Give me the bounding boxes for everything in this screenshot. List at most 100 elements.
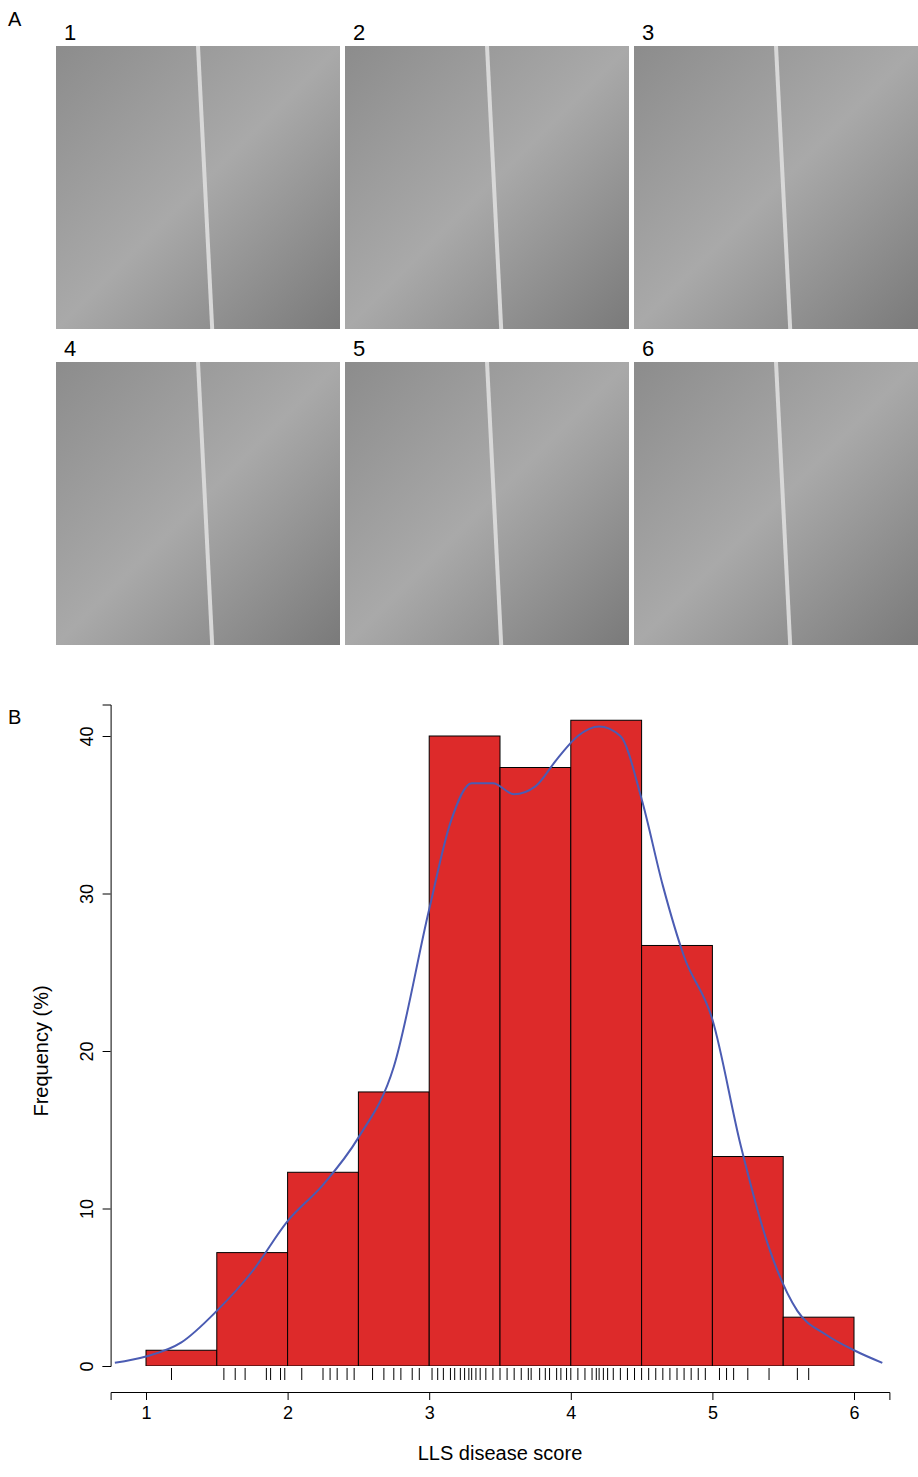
rug-tick — [500, 1368, 501, 1380]
leaf-vein — [487, 46, 501, 329]
y-axis-line — [103, 705, 112, 1367]
image-label: 2 — [353, 20, 365, 45]
y-tick: 0 — [77, 1361, 111, 1371]
leaf-image — [634, 362, 918, 645]
rug-tick — [634, 1368, 635, 1380]
figure: A123456B123456LLS disease score010203040… — [0, 0, 918, 1477]
rug-tick — [400, 1368, 401, 1380]
rug-tick — [270, 1368, 271, 1380]
rug-tick — [603, 1368, 604, 1380]
rug-tick — [443, 1368, 444, 1380]
plot-area — [115, 720, 882, 1366]
rug-tick — [733, 1368, 734, 1380]
rug-tick — [301, 1368, 302, 1380]
rug-tick — [454, 1368, 455, 1380]
rug-tick — [514, 1368, 515, 1380]
histogram-bar — [217, 1253, 288, 1366]
leaf-vein — [776, 362, 790, 645]
rug — [171, 1368, 808, 1380]
x-tick: 4 — [566, 1392, 576, 1423]
rug-tick — [383, 1368, 384, 1380]
rug-tick — [280, 1368, 281, 1380]
histogram-bar — [429, 736, 500, 1366]
rug-tick — [464, 1368, 465, 1380]
x-tick-mark — [146, 1392, 147, 1400]
y-tick-mark — [103, 894, 111, 895]
y-tick-mark — [103, 1366, 111, 1367]
rug-tick — [419, 1368, 420, 1380]
rug-tick — [669, 1368, 670, 1380]
rug-tick — [620, 1368, 621, 1380]
rug-tick — [556, 1368, 557, 1380]
leaf-image — [345, 46, 629, 329]
x-tick: 5 — [708, 1392, 718, 1423]
rug-tick — [655, 1368, 656, 1380]
leaf-image — [345, 362, 629, 645]
image-label: 5 — [353, 336, 365, 361]
rug-tick — [266, 1368, 267, 1380]
rug-tick — [330, 1368, 331, 1380]
rug-tick — [641, 1368, 642, 1380]
x-tick-mark — [288, 1392, 289, 1400]
rug-tick — [468, 1368, 469, 1380]
image-label: 3 — [642, 20, 654, 45]
leaf-image — [634, 46, 918, 329]
rug-tick — [521, 1368, 522, 1380]
x-tick-mark — [854, 1392, 855, 1400]
rug-tick — [235, 1368, 236, 1380]
y-tick-label: 40 — [77, 726, 97, 746]
image-label: 6 — [642, 336, 654, 361]
rug-tick — [393, 1368, 394, 1380]
rug-tick — [412, 1368, 413, 1380]
x-tick-label: 1 — [141, 1403, 151, 1423]
rug-tick — [531, 1368, 532, 1380]
rug-tick — [560, 1368, 561, 1380]
rug-tick — [566, 1368, 567, 1380]
y-tick-mark — [103, 1051, 111, 1052]
rug-tick — [684, 1368, 685, 1380]
density-line — [115, 727, 882, 1363]
x-axis: 1 2 3 4 5 6 — [111, 1392, 890, 1423]
rug-tick — [705, 1368, 706, 1380]
leaf-vein — [776, 46, 790, 329]
y-tick-mark — [103, 1209, 111, 1210]
rug-tick — [492, 1368, 493, 1380]
rug-tick — [460, 1368, 461, 1380]
rug-tick — [480, 1368, 481, 1380]
histogram-bar — [642, 945, 713, 1366]
rug-tick — [528, 1368, 529, 1380]
y-tick: 30 — [77, 884, 111, 904]
rug-tick — [596, 1368, 597, 1380]
x-tick-mark — [571, 1392, 572, 1400]
x-axis-line — [111, 1393, 890, 1401]
image-label: 1 — [64, 20, 76, 45]
x-tick-label: 6 — [849, 1403, 859, 1423]
histogram-bar — [288, 1172, 359, 1366]
histogram-bar — [712, 1157, 783, 1366]
x-axis-title: LLS disease score — [418, 1442, 583, 1464]
rug-tick — [245, 1368, 246, 1380]
x-tick: 1 — [141, 1392, 151, 1423]
rug-tick — [613, 1368, 614, 1380]
rug-tick — [648, 1368, 649, 1380]
y-tick-label: 20 — [77, 1041, 97, 1061]
x-tick-label: 5 — [708, 1403, 718, 1423]
x-tick-label: 2 — [283, 1403, 293, 1423]
rug-tick — [549, 1368, 550, 1380]
histogram-bar — [500, 768, 571, 1367]
rug-tick — [769, 1368, 770, 1380]
rug-tick — [545, 1368, 546, 1380]
rug-tick — [662, 1368, 663, 1380]
y-axis-title: Frequency (%) — [30, 985, 52, 1116]
leaf-vein — [198, 362, 212, 645]
rug-tick — [691, 1368, 692, 1380]
histogram-bar — [783, 1317, 854, 1366]
rug-tick — [584, 1368, 585, 1380]
rug-tick — [607, 1368, 608, 1380]
rug-tick — [577, 1368, 578, 1380]
leaf-vein — [198, 46, 212, 329]
rug-tick — [539, 1368, 540, 1380]
y-tick-mark — [103, 736, 111, 737]
rug-tick — [323, 1368, 324, 1380]
x-tick: 3 — [425, 1392, 435, 1423]
